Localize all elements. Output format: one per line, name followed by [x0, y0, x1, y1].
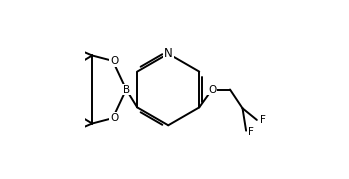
Text: N: N: [164, 47, 173, 60]
Text: O: O: [110, 113, 118, 123]
Text: B: B: [122, 84, 130, 95]
Text: F: F: [248, 127, 254, 137]
Text: O: O: [110, 56, 118, 66]
Text: O: O: [208, 84, 216, 95]
Text: F: F: [260, 115, 265, 125]
